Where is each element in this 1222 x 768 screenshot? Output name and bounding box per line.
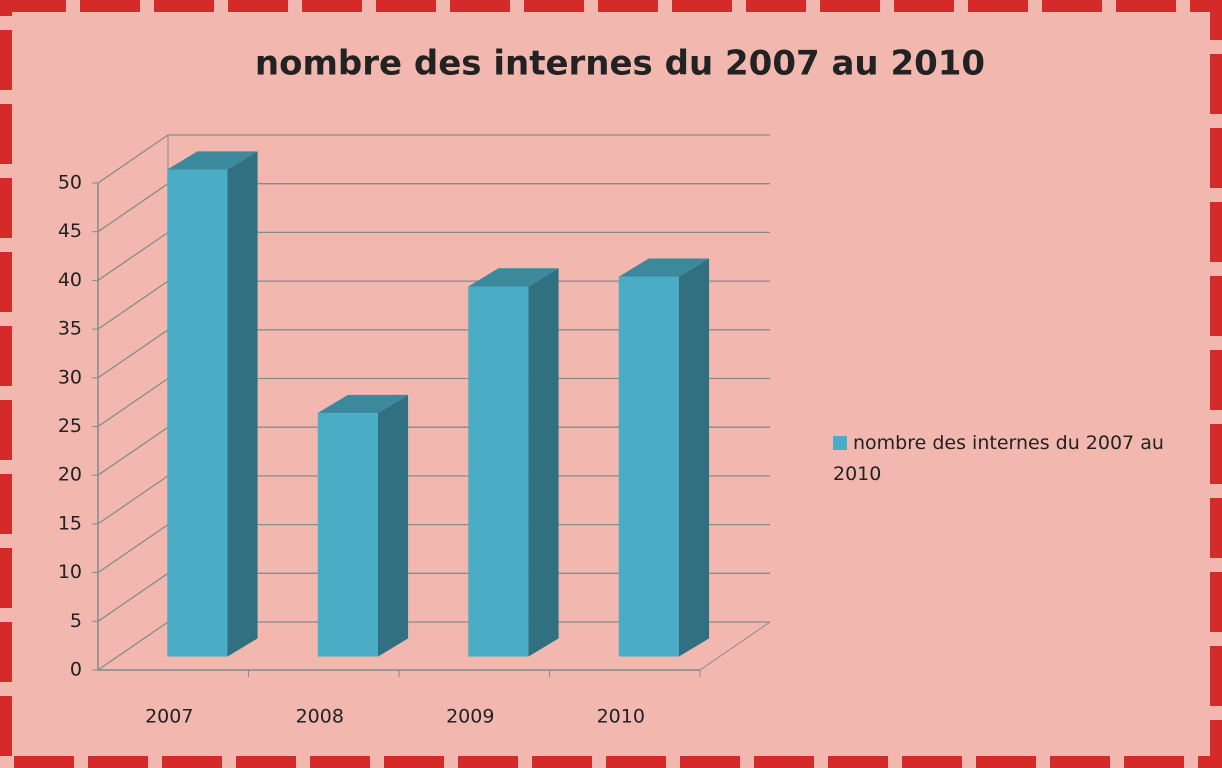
x-tick-label: 2007	[145, 706, 193, 728]
bar-front	[468, 286, 529, 657]
y-tick-label: 20	[58, 464, 82, 486]
bar-side-shade	[678, 258, 710, 657]
bar	[468, 268, 559, 657]
x-tick-label: 2009	[446, 706, 494, 728]
bar-front	[618, 276, 679, 657]
floor-edge	[699, 621, 771, 671]
bar-top-shade	[468, 268, 559, 287]
y-tick-label: 15	[58, 512, 82, 534]
bar-top	[167, 151, 258, 170]
y-tick-label: 30	[58, 366, 82, 388]
y-tick-label: 40	[58, 269, 82, 291]
chart-title: nombre des internes du 2007 au 2010	[255, 44, 985, 84]
legend-swatch	[833, 436, 847, 450]
legend: nombre des internes du 2007 au 2010	[833, 428, 1213, 490]
bar-top-shade	[167, 151, 258, 170]
bar-front	[167, 169, 228, 657]
y-tick-label: 5	[70, 610, 82, 632]
bar-top-shade	[317, 394, 409, 414]
x-tick-label: 2010	[597, 706, 645, 728]
bar-top	[317, 394, 409, 414]
bar	[618, 258, 710, 657]
bar-side-shade	[227, 151, 258, 657]
bar-side-shade	[377, 394, 409, 657]
bar-top-shade	[618, 258, 710, 277]
legend-label: nombre des internes du 2007 au 2010	[833, 432, 1164, 485]
y-tick-label: 10	[58, 561, 82, 583]
y-tick-label: 35	[58, 318, 82, 340]
y-tick-label: 45	[58, 220, 82, 242]
y-tick-label: 25	[58, 415, 82, 437]
bar-side	[227, 151, 258, 657]
bar-side	[528, 268, 559, 657]
bar	[317, 394, 409, 657]
bar-side	[678, 258, 710, 657]
bar-top	[618, 258, 710, 277]
y-tick-label: 0	[70, 659, 82, 681]
bar-top	[468, 268, 559, 287]
bar-front	[317, 413, 378, 657]
bar-side	[377, 394, 409, 657]
bar	[167, 151, 258, 657]
y-tick-label: 50	[58, 172, 82, 194]
x-tick-label: 2008	[296, 706, 344, 728]
bar-side-shade	[528, 268, 559, 657]
